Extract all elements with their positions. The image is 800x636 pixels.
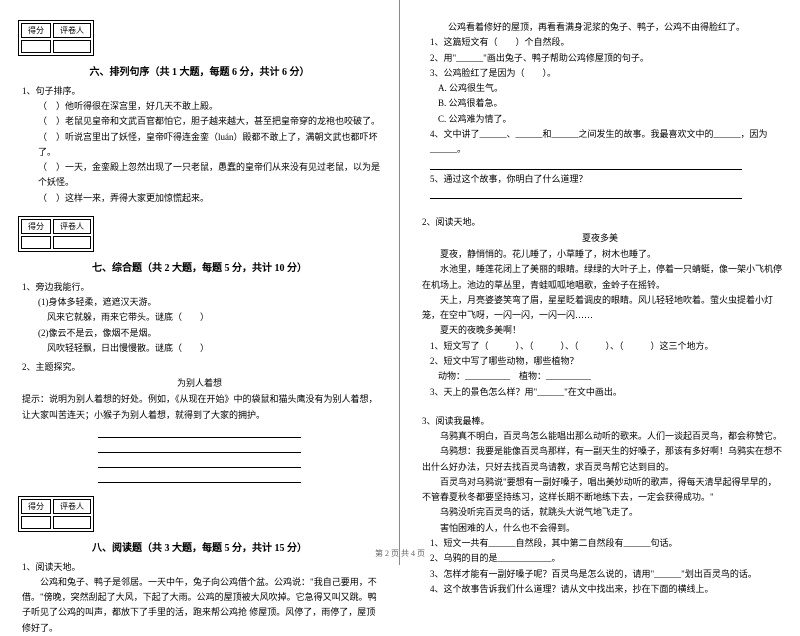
s7-q2-hint: 提示：说明为别人着想的好处。例如，《从现在开始》中的袋鼠和猫头鹰没有为别人着想，… [22, 392, 381, 423]
answer-line [98, 471, 301, 483]
answer-line [98, 426, 301, 438]
score-box: 得分评卷人 [18, 20, 94, 56]
r-r4: 4、文中讲了______、______和______之间发生的故事。我最喜欢文中… [430, 127, 782, 158]
r-q2r3: 3、天上的景色怎么样？用"______"在文中画出。 [430, 385, 782, 400]
r-p1: 公鸡看着修好的屋顶，再看看满身泥浆的兔子、鸭子，公鸡不由得脸红了。 [430, 20, 782, 35]
answer-line [98, 456, 301, 468]
section7-title: 七、综合题（共 2 大题，每题 5 分，共计 10 分） [18, 259, 381, 274]
r-q3: 3、阅读我最棒。 [422, 414, 782, 427]
s6-item: （ ）这样一来，弄得大家更加惊慌起来。 [38, 191, 381, 206]
r-q2-title: 夏夜多美 [418, 231, 782, 244]
r-r3c: C. 公鸡难为情了。 [438, 112, 782, 127]
r-q2r2: 2、短文中写了哪些动物，哪些植物？ [430, 354, 782, 369]
s6-item: （ ）老鼠见皇帝和文武百官都怕它，胆子越来越大，甚至把皇帝穿的龙袍也咬破了。 [38, 114, 381, 129]
s8-q1: 1、阅读天地。 [22, 560, 381, 573]
r-r3b: B. 公鸡很着急。 [438, 96, 782, 111]
r-r3: 3、公鸡脸红了是因为（ ）。 [430, 66, 782, 81]
s7-q2: 2、主题探究。 [22, 360, 381, 373]
s8-q1-text: 公鸡和兔子、鸭子是邻居。一天中午，兔子向公鸡借个盆。公鸡说："我自己要用，不借。… [22, 575, 381, 636]
s7-item: (1)身体多轻柔，遮遮汉天游。 [38, 295, 381, 310]
score-box: 得分评卷人 [18, 496, 94, 532]
s7-item: 风来它就躲，雨来它带头。谜底（ ） [38, 310, 381, 325]
r-q2-text: 夏夜，静悄悄的。花儿睡了，小草睡了，树木也睡了。 水池里，睡莲花闭上了美丽的眼睛… [422, 247, 782, 339]
r-r3a: A. 公鸡很生气。 [438, 81, 782, 96]
reviewer-label: 评卷人 [53, 23, 91, 38]
s6-item: （ ）听说宫里出了妖怪，皇帝吓得连金銮（luán）殿都不敢上了，满朝文武也都吓坏… [38, 130, 381, 161]
r-q3-text: 乌鸦真不明白，百灵鸟怎么能唱出那么动听的歌来。人们一谈起百灵鸟，都会称赞它。 乌… [422, 429, 782, 536]
s7-item: 风吹轻轻飘，日出慢慢散。谜底（ ） [38, 341, 381, 356]
r-q2: 2、阅读天地。 [422, 215, 782, 228]
r-r1: 1、这篇短文有（ ）个自然段。 [430, 35, 782, 50]
s7-q1: 1、旁边我能行。 [22, 280, 381, 293]
score-box: 得分评卷人 [18, 216, 94, 252]
r-q2r2a: 动物：__________ 植物：__________ [438, 369, 782, 384]
answer-line [430, 189, 742, 199]
score-label: 得分 [21, 23, 51, 38]
page-footer: 第 2 页 共 4 页 [0, 548, 800, 559]
s6-item: （ ）他听得很在深宫里，好几天不敢上殿。 [38, 99, 381, 114]
r-q3r4: 4、这个故事告诉我们什么道理？请从文中找出来，抄在下面的横线上。 [430, 582, 782, 597]
r-q3r3: 3、怎样才能有一副好嗓子呢？百灵鸟是怎么说的，请用"______"划出百灵鸟的话… [430, 567, 782, 582]
s7-q2-title: 为别人着想 [18, 376, 381, 389]
answer-line [98, 441, 301, 453]
section6-title: 六、排列句序（共 1 大题，每题 6 分，共计 6 分） [18, 63, 381, 78]
s6-item: （ ）一天，金銮殿上忽然出现了一只老鼠，愚蠢的皇帝们从来没有见过老鼠，以为是个妖… [38, 160, 381, 191]
r-r2: 2、用"______"画出兔子、鸭子帮助公鸡修屋顶的句子。 [430, 51, 782, 66]
r-q2r1: 1、短文写了（ ）、（ ）、（ ）、（ ）这三个地方。 [430, 339, 782, 354]
answer-line [430, 160, 742, 170]
r-r5: 5、通过这个故事，你明白了什么道理？ [430, 172, 782, 187]
s7-item: (2)像云不是云，像烟不是烟。 [38, 326, 381, 341]
s6-q1: 1、句子排序。 [22, 84, 381, 97]
